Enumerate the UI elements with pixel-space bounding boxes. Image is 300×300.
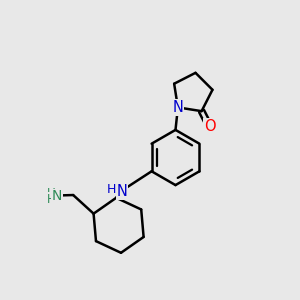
Text: N: N [172, 100, 183, 115]
Text: H: H [107, 183, 116, 196]
Text: H: H [47, 193, 56, 206]
Text: N: N [117, 184, 128, 199]
Text: O: O [204, 119, 215, 134]
Text: N: N [52, 189, 62, 203]
Text: H: H [47, 187, 56, 200]
